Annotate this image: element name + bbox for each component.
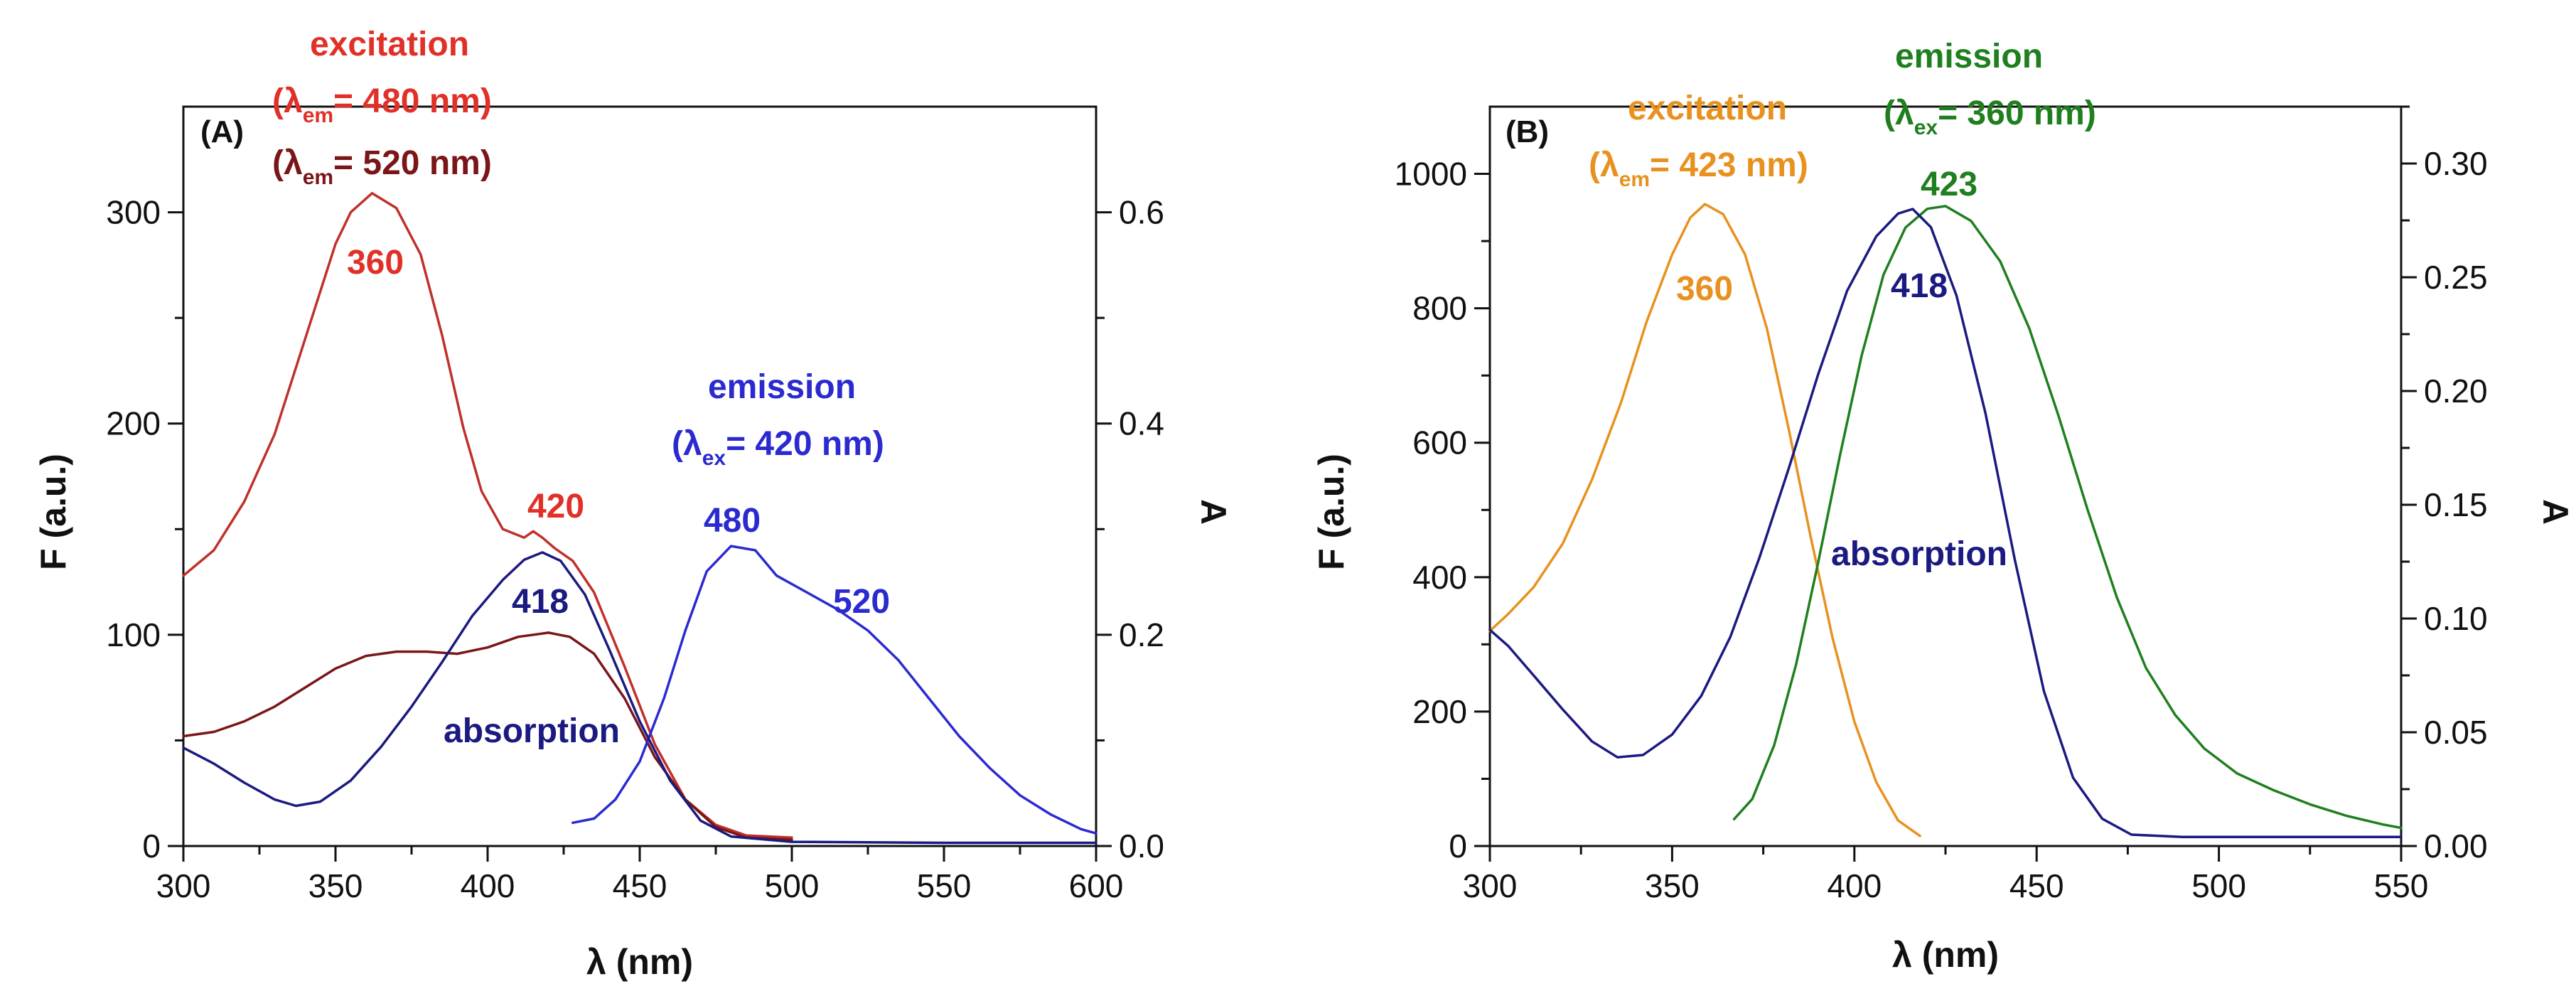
excitation-em-value: = 423 nm) xyxy=(1650,146,1808,184)
panel-a-x-tick-label: 500 xyxy=(765,867,820,904)
panel-b-ticks: 300 350 400 450 500 550 0 200 400 600 800 1000 0.00 0… xyxy=(1395,105,2488,904)
panel-b-y-tick-label: 200 xyxy=(1412,693,1467,730)
panel-b-x-tick-label: 300 xyxy=(1463,867,1518,904)
subscript-em: em xyxy=(1619,168,1650,191)
panel-a-y2-tick-label: 0.6 xyxy=(1119,194,1164,231)
lambda-open: (λ xyxy=(1884,95,1914,132)
panel-b-plot-frame xyxy=(1488,105,2403,847)
panel-a-label: (A) xyxy=(200,114,244,149)
panel-a-y-tick-label: 300 xyxy=(106,194,161,231)
panel-a-peak-480: 480 xyxy=(704,502,761,540)
emission-ex-value: = 420 nm) xyxy=(726,425,884,463)
subscript-em: em xyxy=(303,104,333,127)
panel-b-y2-tick-label: 0.20 xyxy=(2424,373,2488,410)
panel-b-y-tick-label: 0 xyxy=(1449,828,1467,864)
panel-b-y-tick-label: 1000 xyxy=(1395,156,1467,193)
subscript-em: em xyxy=(303,166,333,189)
panel-b: 300 350 400 450 500 550 0 200 400 600 800 1000 0.00 0… xyxy=(1311,38,2575,975)
panel-a-peak-418: 418 xyxy=(512,583,569,621)
excitation-em520-value: = 520 nm) xyxy=(333,144,492,182)
panel-a-x-axis-title: λ (nm) xyxy=(586,942,693,982)
panel-a-x-tick-label: 600 xyxy=(1069,867,1124,904)
panel-b-y-tick-label: 600 xyxy=(1412,424,1467,461)
lambda-open: (λ xyxy=(272,82,303,120)
panel-a-series-emission-line xyxy=(571,545,1098,835)
lambda-open: (λ xyxy=(272,144,303,182)
subscript-ex: ex xyxy=(702,446,726,470)
panel-b-y2-tick-label: 0.05 xyxy=(2424,714,2488,751)
panel-b-series xyxy=(1488,203,2403,838)
panel-b-y2-tick-label: 0.25 xyxy=(2424,259,2488,296)
panel-b-y-tick-label: 800 xyxy=(1412,290,1467,327)
panel-b-y2-tick-label: 0.00 xyxy=(2424,828,2488,864)
panel-b-emission-title: emission xyxy=(1895,38,2043,75)
panel-a-ticks: 300 350 400 450 500 550 600 0 100 200 300 0.0 0.2 0.4… xyxy=(106,194,1164,904)
panel-a-x-tick-label: 300 xyxy=(156,867,211,904)
subscript-ex: ex xyxy=(1914,116,1938,139)
panel-a-x-tick-label: 450 xyxy=(613,867,667,904)
excitation-em480-value: = 480 nm) xyxy=(333,82,492,120)
panel-a-emission-ex-label: (λex= 420 nm) xyxy=(672,425,884,470)
panel-b-x-axis-title: λ (nm) xyxy=(1892,935,1999,975)
panel-b-y2-axis-title: A xyxy=(2535,499,2575,525)
panel-a-y-axis-title: F (a.u.) xyxy=(33,454,73,570)
panel-b-series-emission-line xyxy=(1732,205,2403,830)
lambda-open: (λ xyxy=(1589,146,1619,184)
panel-a-y-tick-label: 200 xyxy=(106,405,161,442)
panel-b-absorption-label: absorption xyxy=(1831,535,2007,573)
panel-a-y2-tick-label: 0.2 xyxy=(1119,616,1164,653)
panel-a-excitation-em520-label: (λem= 520 nm) xyxy=(272,144,492,189)
panel-a-y-tick-label: 0 xyxy=(142,828,161,864)
panel-b-series-excitation-line xyxy=(1488,203,1921,837)
panel-a-y2-tick-label: 0.0 xyxy=(1119,828,1164,864)
panel-b-x-tick-label: 350 xyxy=(1645,867,1700,904)
panel-b-peak-360: 360 xyxy=(1676,270,1733,308)
panel-a-emission-title: emission xyxy=(708,368,856,406)
panel-b-y2-tick-label: 0.10 xyxy=(2424,600,2488,637)
emission-ex-value: = 360 nm) xyxy=(1938,95,2096,132)
panel-b-series-absorption-line xyxy=(1488,208,2403,838)
panel-b-y-axis-title: F (a.u.) xyxy=(1311,454,1351,570)
panel-a-y2-tick-label: 0.4 xyxy=(1119,405,1164,442)
panel-a-excitation-title: excitation xyxy=(310,26,469,63)
panel-a-peak-360: 360 xyxy=(347,244,404,282)
panel-b-y-tick-label: 400 xyxy=(1412,559,1467,596)
panel-a-peak-420: 420 xyxy=(527,488,584,525)
panel-b-x-tick-label: 500 xyxy=(2191,867,2246,904)
panel-a-absorption-label: absorption xyxy=(444,712,620,750)
panel-a-y2-axis-title: A xyxy=(1193,499,1233,525)
panel-a-y-tick-label: 100 xyxy=(106,616,161,653)
panel-a-peak-520: 520 xyxy=(833,583,890,621)
panel-a-x-tick-label: 550 xyxy=(917,867,972,904)
panel-b-excitation-em-label: (λem= 423 nm) xyxy=(1589,146,1808,191)
panel-b-x-tick-label: 400 xyxy=(1827,867,1882,904)
panel-b-emission-ex-label: (λex= 360 nm) xyxy=(1884,95,2096,139)
panel-a-x-tick-label: 400 xyxy=(461,867,515,904)
panel-b-y2-tick-label: 0.30 xyxy=(2424,145,2488,182)
panel-b-peak-423: 423 xyxy=(1921,166,1977,203)
panel-b-excitation-title: excitation xyxy=(1628,90,1787,127)
panel-a-series xyxy=(182,192,1098,845)
panel-b-x-tick-label: 550 xyxy=(2374,867,2429,904)
lambda-open: (λ xyxy=(672,425,702,463)
panel-a-series-absorption-line xyxy=(182,551,1098,845)
panel-b-peak-418: 418 xyxy=(1891,267,1948,305)
panel-b-label: (B) xyxy=(1506,114,1549,149)
panel-b-y2-tick-label: 0.15 xyxy=(2424,486,2488,523)
panel-b-x-tick-label: 450 xyxy=(2009,867,2064,904)
panel-a-excitation-em480-label: (λem= 480 nm) xyxy=(272,82,492,127)
panel-a: 300 350 400 450 500 550 600 0 100 200 300 0.0 0.2 0.4… xyxy=(33,26,1233,982)
panel-a-x-tick-label: 350 xyxy=(308,867,363,904)
